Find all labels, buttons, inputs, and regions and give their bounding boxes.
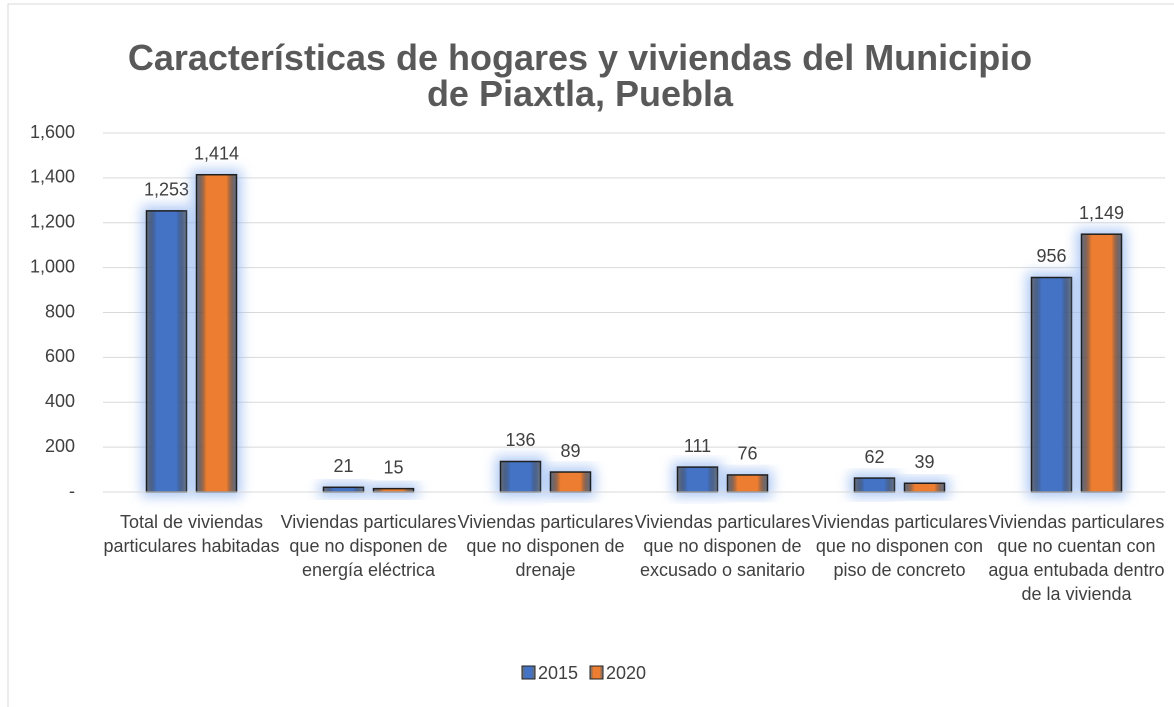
bar <box>676 466 719 493</box>
data-label: 1,253 <box>144 180 189 200</box>
data-label: 1,149 <box>1079 203 1124 223</box>
x-tick-label: Viviendas particulares que no disponen c… <box>811 512 988 580</box>
y-tick-label: 1,600 <box>30 122 75 142</box>
legend-swatch <box>589 665 604 680</box>
bar <box>853 477 896 493</box>
bar <box>372 487 415 493</box>
data-label: 21 <box>333 456 353 476</box>
y-tick-label: 1,400 <box>30 167 75 187</box>
data-label: 62 <box>864 447 884 467</box>
data-label: 956 <box>1036 246 1066 266</box>
bar <box>549 471 592 493</box>
bar <box>322 486 365 493</box>
data-label: 76 <box>737 444 757 464</box>
bar <box>195 173 238 493</box>
data-label: 111 <box>684 436 711 456</box>
y-tick-label: 1,200 <box>30 212 75 232</box>
y-tick-label: 600 <box>45 346 75 366</box>
chart-frame <box>7 3 1174 707</box>
x-tick-label: Viviendas particulares que no disponen d… <box>634 512 811 580</box>
data-label: 39 <box>914 452 934 472</box>
chart-title: Características de hogares y viviendas d… <box>127 37 1033 114</box>
bar <box>1080 233 1123 493</box>
x-tick-label: Viviendas particulares que no disponen d… <box>280 512 457 580</box>
legend-swatch <box>521 665 536 680</box>
data-label: 136 <box>505 430 535 450</box>
data-label: 1,414 <box>194 143 239 163</box>
y-tick-label: 800 <box>45 301 75 321</box>
bar <box>903 482 946 493</box>
bar <box>1030 276 1073 493</box>
data-label: 15 <box>383 457 403 477</box>
y-tick-label: 400 <box>45 391 75 411</box>
x-tick-label: Total de viviendas particulares habitada… <box>103 512 280 556</box>
y-tick-label: - <box>69 481 75 501</box>
bar <box>499 460 542 493</box>
y-tick-label: 1,000 <box>30 256 75 276</box>
data-label: 89 <box>560 441 580 461</box>
legend-label: 2015 <box>538 663 578 683</box>
x-tick-label: Viviendas particulares que no disponen d… <box>457 512 634 580</box>
bar <box>726 474 769 493</box>
y-tick-label: 200 <box>45 436 75 456</box>
x-tick-label: Viviendas particulares que no cuentan co… <box>988 512 1165 604</box>
legend-label: 2020 <box>606 663 646 683</box>
bar <box>145 210 188 493</box>
